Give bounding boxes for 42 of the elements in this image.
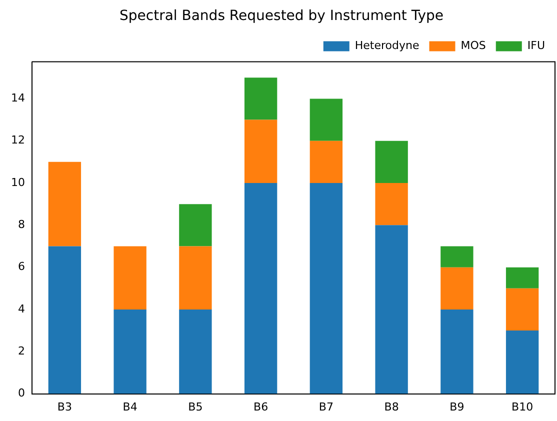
bar [375, 225, 408, 394]
bar [440, 267, 474, 310]
x-tick-label: B5 [188, 400, 203, 414]
y-tick-label: 14 [10, 92, 25, 105]
y-tick-label: 8 [18, 218, 25, 232]
bar [375, 140, 408, 184]
x-tick-label: B4 [122, 400, 138, 414]
y-tick-label: 2 [18, 344, 25, 358]
bar [244, 120, 278, 184]
bar [114, 309, 146, 394]
x-tick-label: B7 [318, 400, 334, 414]
bar [310, 140, 343, 184]
y-tick-label: 4 [18, 302, 25, 316]
bar [310, 98, 343, 141]
x-tick-label: B10 [512, 400, 534, 414]
x-tick-label: B8 [384, 400, 399, 414]
bar [506, 330, 539, 394]
bar [506, 267, 539, 288]
x-tick-label: B6 [254, 400, 268, 414]
legend-label: Heterodyne [354, 39, 420, 52]
bar [179, 204, 212, 246]
chart-title: Spectral Bands Requested by Instrument Type [119, 8, 444, 24]
y-tick-label: 6 [18, 260, 25, 274]
bar [48, 246, 82, 394]
bar [244, 78, 278, 120]
bar [310, 183, 343, 394]
bar [179, 246, 212, 310]
y-tick-label: 12 [10, 134, 25, 147]
bar [179, 309, 212, 394]
legend-label: MOS [460, 39, 486, 52]
bar [506, 288, 539, 331]
x-tick-label: B9 [450, 400, 464, 414]
x-tick-label: B3 [57, 400, 72, 414]
bar [244, 183, 278, 394]
bar [440, 309, 474, 394]
bar [375, 183, 408, 226]
bar [440, 246, 474, 268]
y-tick-label: 10 [10, 176, 25, 189]
bar [48, 162, 82, 246]
bar [114, 246, 146, 310]
y-tick-label: 0 [18, 386, 25, 400]
legend-label: IFU [527, 39, 545, 52]
